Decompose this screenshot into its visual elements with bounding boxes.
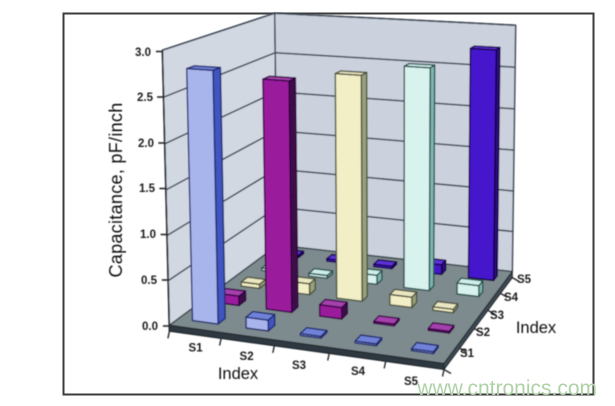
svg-text:S4: S4 bbox=[504, 292, 519, 304]
svg-text:Index: Index bbox=[218, 365, 259, 383]
svg-text:1.0: 1.0 bbox=[140, 229, 156, 241]
svg-text:S5: S5 bbox=[404, 376, 419, 388]
svg-text:S4: S4 bbox=[351, 366, 366, 378]
svg-text:Capacitance, pF/inch: Capacitance, pF/inch bbox=[106, 102, 126, 277]
svg-text:www.cntronics.com: www.cntronics.com bbox=[416, 377, 597, 400]
svg-text:S1: S1 bbox=[460, 348, 475, 360]
svg-text:S3: S3 bbox=[292, 360, 306, 372]
svg-text:0.0: 0.0 bbox=[142, 321, 158, 333]
svg-text:2.0: 2.0 bbox=[138, 138, 154, 150]
svg-text:S5: S5 bbox=[517, 274, 532, 286]
svg-text:3.0: 3.0 bbox=[135, 47, 151, 59]
svg-text:2.5: 2.5 bbox=[137, 92, 154, 104]
svg-text:S1: S1 bbox=[189, 343, 204, 355]
svg-text:Index: Index bbox=[516, 319, 557, 337]
svg-text:S3: S3 bbox=[490, 310, 504, 322]
svg-text:S2: S2 bbox=[476, 327, 490, 339]
svg-text:S2: S2 bbox=[240, 351, 254, 363]
svg-text:0.5: 0.5 bbox=[141, 275, 158, 287]
svg-text:1.5: 1.5 bbox=[139, 183, 156, 195]
